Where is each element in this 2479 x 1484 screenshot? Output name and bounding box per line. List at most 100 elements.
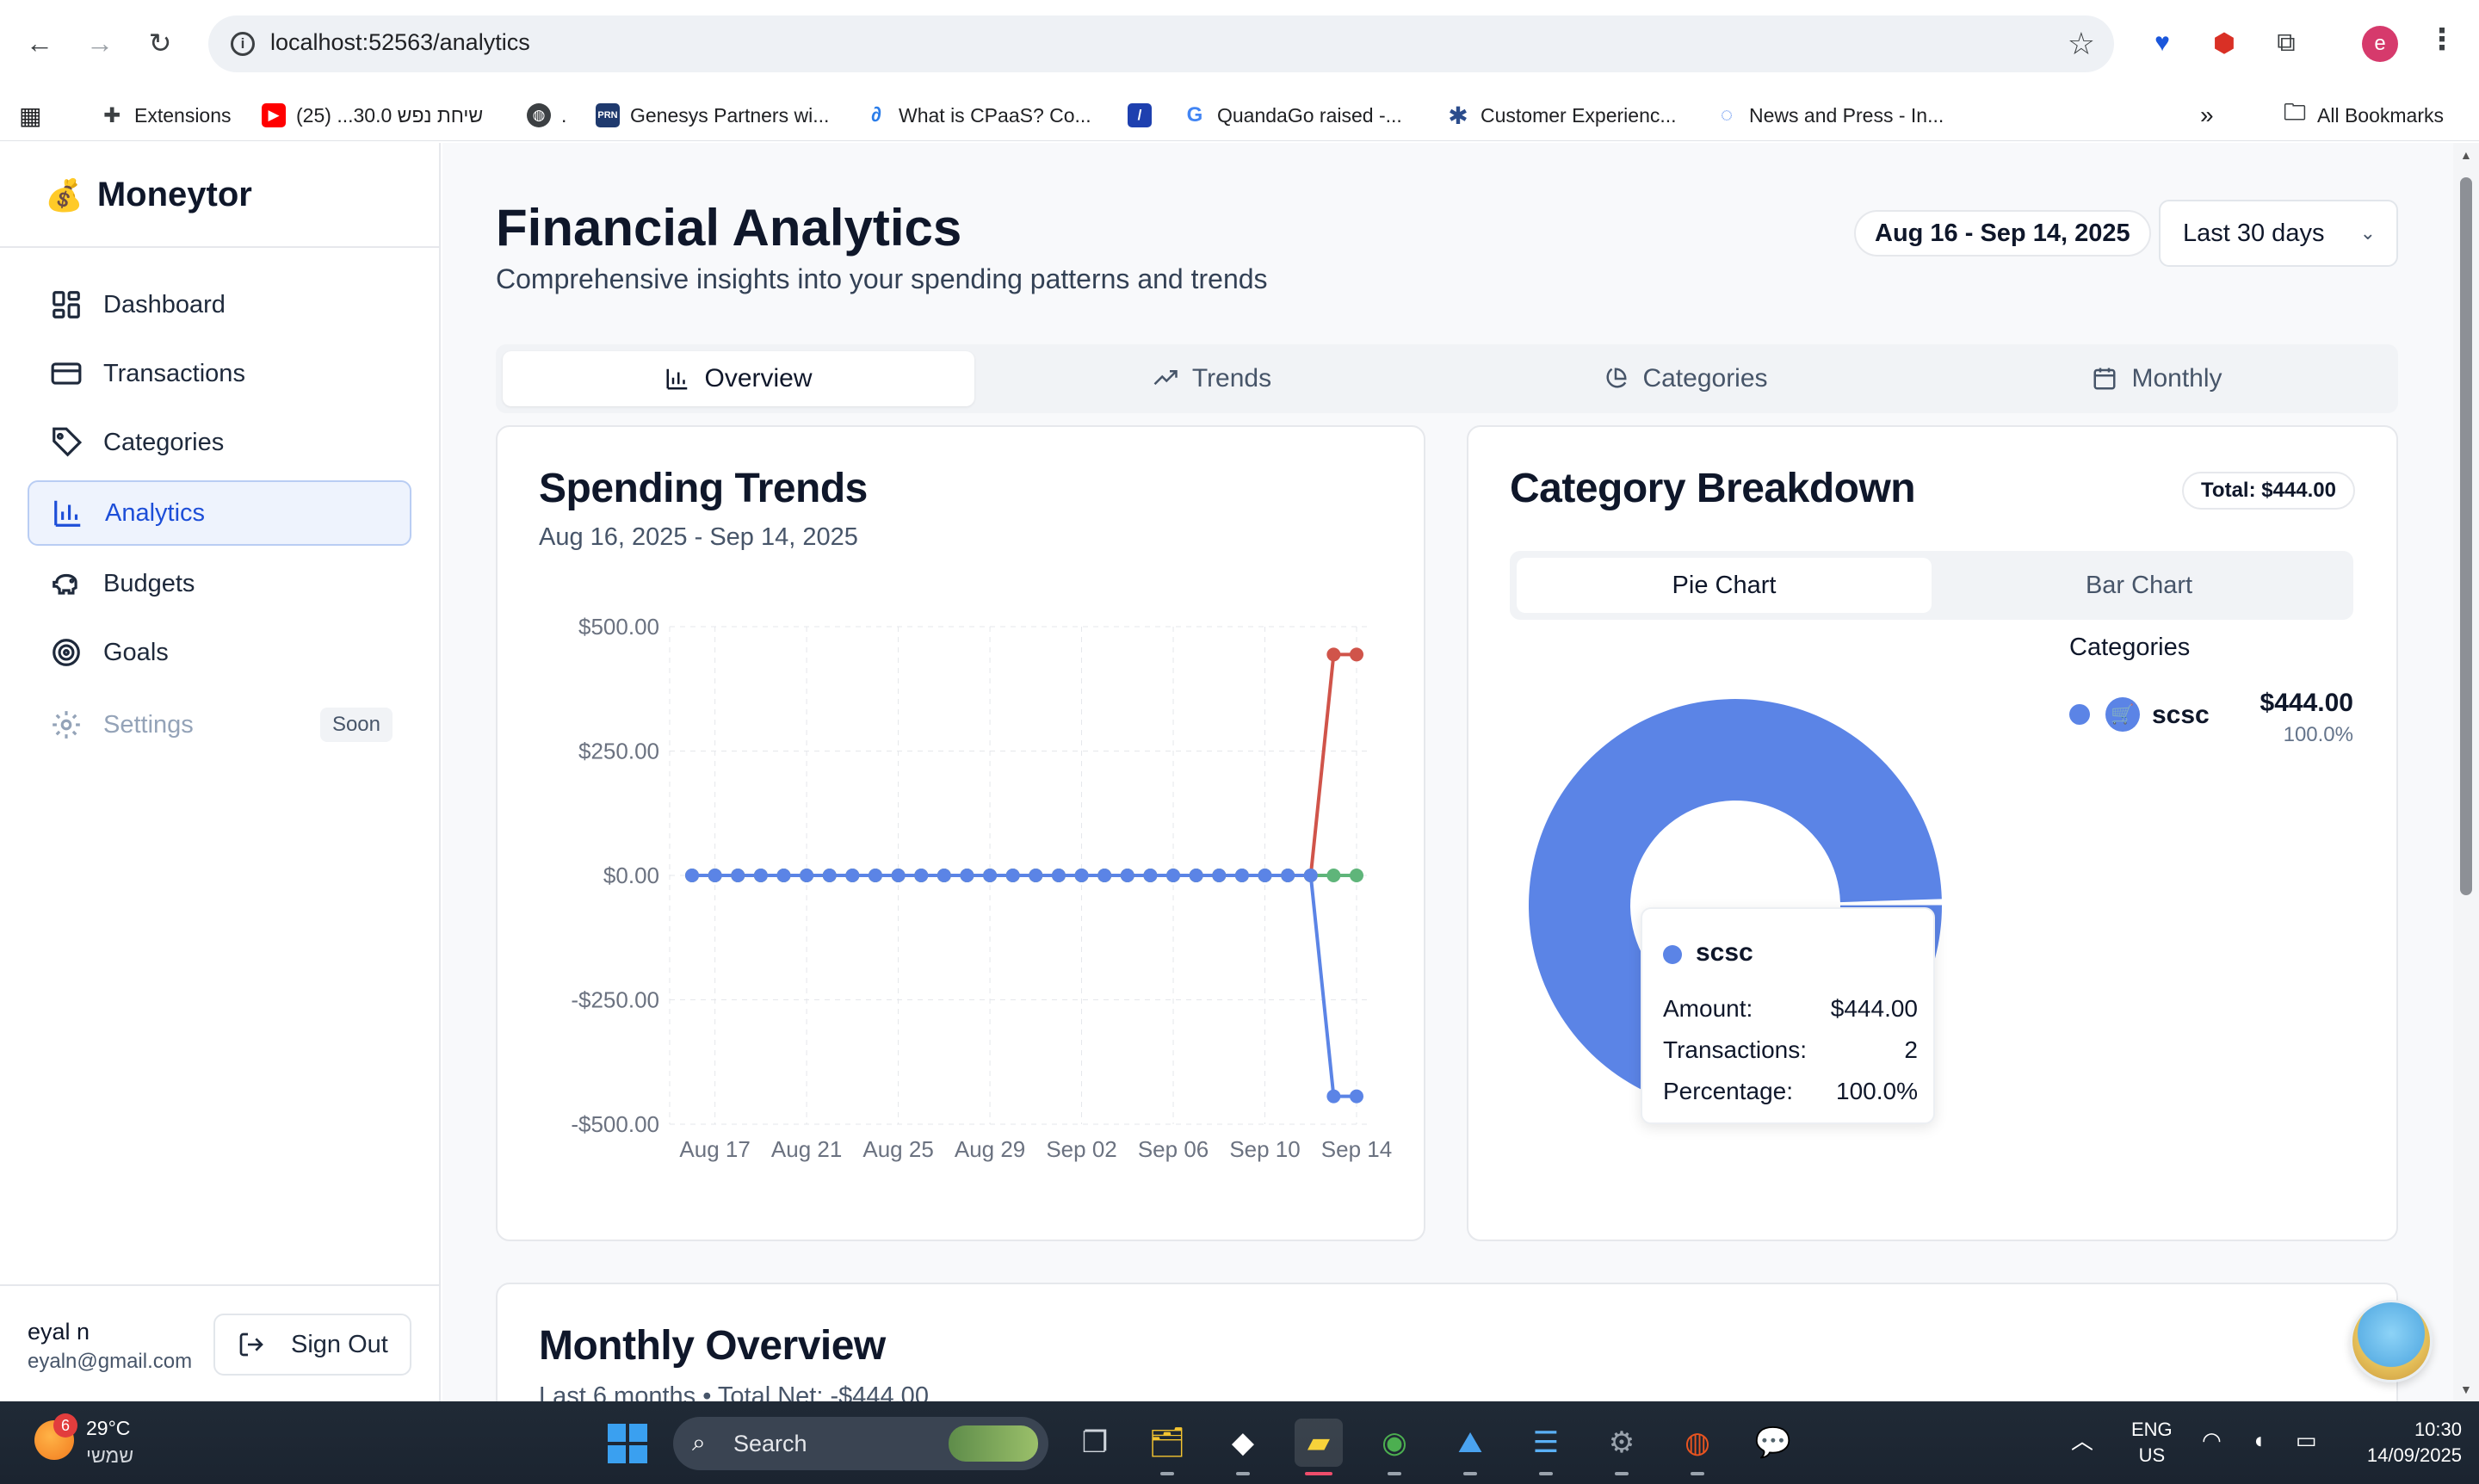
data-point <box>1166 869 1181 882</box>
taskbar-search[interactable]: ⌕ Search <box>673 1417 1048 1470</box>
sidebar-item-label: Goals <box>103 638 169 666</box>
bookmark-youtube[interactable]: ▶ שיחת נפש 30.0... (25) <box>262 102 483 129</box>
notepad-icon[interactable]: ☰ <box>1522 1419 1570 1475</box>
help-chat-icon[interactable]: 💬 <box>1754 1426 1792 1459</box>
y-tick-label: $500.00 <box>578 614 659 640</box>
bookmark-star-icon[interactable]: ☆ <box>2067 26 2095 61</box>
more-bookmarks-icon[interactable]: » <box>2200 102 2214 128</box>
google-icon: G <box>1186 103 1203 127</box>
file-explorer-icon[interactable]: 🗂 <box>1143 1419 1191 1475</box>
sidebar-item-analytics[interactable]: Analytics <box>28 480 411 546</box>
range-select[interactable]: Last 30 days ⌄ <box>2159 200 2398 267</box>
search-highlight-image <box>949 1425 1038 1462</box>
pie-chart-toggle[interactable]: Pie Chart <box>1517 558 1932 613</box>
prn-icon: PRN <box>596 103 620 127</box>
globe-icon: ◍ <box>527 103 551 127</box>
money-bag-icon: 💰 <box>45 176 83 213</box>
scroll-thumb[interactable] <box>2460 177 2472 895</box>
sidebar-item-dashboard[interactable]: Dashboard <box>28 272 411 337</box>
x-tick-label: Sep 06 <box>1138 1136 1209 1162</box>
data-point <box>868 869 882 882</box>
sidebar-item-categories[interactable]: Categories <box>28 410 411 475</box>
photos-icon[interactable]: ⛰ <box>1446 1419 1494 1475</box>
brand[interactable]: 💰 Moneytor <box>45 176 252 214</box>
bookmark-news[interactable]: ◌ News and Press - In... <box>1715 102 1944 129</box>
back-arrow-icon[interactable]: ← <box>26 27 53 59</box>
bookmark-cpaas[interactable]: ∂ What is CPaaS? Co... <box>864 102 1091 129</box>
sidebar-item-goals[interactable]: Goals <box>28 620 411 685</box>
bookmark-genesys[interactable]: PRN Genesys Partners wi... <box>596 102 829 129</box>
data-point <box>731 869 745 882</box>
sidebar-item-budgets[interactable]: Budgets <box>28 551 411 616</box>
site-info-icon[interactable]: i <box>231 32 255 56</box>
sidebar-item-transactions[interactable]: Transactions <box>28 341 411 406</box>
scroll-up-icon[interactable]: ▲ <box>2460 148 2472 162</box>
data-point <box>1074 869 1089 882</box>
browser-menu-icon[interactable]: ⋮ <box>2427 23 2457 56</box>
windows-start-icon[interactable] <box>608 1424 647 1463</box>
tab-trends[interactable]: Trends <box>976 351 1448 406</box>
extension-heart-icon[interactable]: ♥ <box>2154 28 2170 57</box>
tab-monthly[interactable]: Monthly <box>1921 351 2393 406</box>
chrome-icon[interactable]: ◉ <box>1370 1419 1419 1475</box>
settings-gear-icon[interactable]: ⚙ <box>1598 1419 1646 1475</box>
sign-out-label: Sign Out <box>291 1330 388 1358</box>
weather-desc[interactable]: שמשי <box>86 1444 134 1467</box>
clock[interactable]: 10:30 14/09/2025 <box>2366 1419 2462 1466</box>
y-tick-label: -$250.00 <box>571 987 659 1013</box>
bookmark-extensions[interactable]: ✚ Extensions <box>100 102 232 129</box>
bar-chart-toggle[interactable]: Bar Chart <box>2085 571 2193 599</box>
tooltip-row: Amount: $444.00 <box>1663 995 1918 1022</box>
page-scrollbar[interactable]: ▲ ▼ <box>2453 143 2479 1401</box>
url-text[interactable]: localhost:52563/analytics <box>270 29 530 55</box>
data-point <box>776 869 791 882</box>
data-point <box>1326 647 1341 662</box>
bar-chart-icon <box>54 500 81 527</box>
app-black-icon[interactable]: ◆ <box>1219 1419 1267 1475</box>
browser-toolbar: ← → ↻ i localhost:52563/analytics ☆ ♥ ⬢ … <box>0 0 2479 90</box>
tab-overview[interactable]: Overview <box>503 351 974 406</box>
extension-shield-icon[interactable]: ⬢ <box>2212 28 2236 58</box>
tab-categories[interactable]: Categories <box>1450 351 1921 406</box>
bookmark-globe[interactable]: ◍. <box>527 102 566 129</box>
analytics-tabs: Overview Trends Categories Monthly <box>496 344 2398 413</box>
data-point <box>800 869 814 882</box>
language-indicator[interactable]: ENG US <box>2131 1419 2173 1466</box>
weather-temp[interactable]: 29°C <box>86 1417 131 1439</box>
profile-avatar[interactable]: e <box>2362 26 2398 62</box>
reload-icon[interactable]: ↻ <box>148 28 172 59</box>
extensions-puzzle-icon[interactable]: ⧉ <box>2277 28 2296 57</box>
sign-out-button[interactable]: Sign Out <box>213 1314 411 1376</box>
data-point <box>822 869 837 882</box>
data-point <box>1212 869 1227 882</box>
ubuntu-icon[interactable]: ◍ <box>1673 1419 1722 1475</box>
tooltip-row: Transactions: 2 <box>1663 1036 1918 1063</box>
spending-line-chart[interactable]: $500.00 $250.00 $0.00 -$250.00 -$500.00 Aug 1… <box>498 427 1424 1236</box>
gear-icon <box>53 711 80 739</box>
bookmark-quandago[interactable]: G QuandaGo raised -... <box>1183 102 1402 129</box>
sticky-notes-icon[interactable]: ▰ <box>1295 1419 1343 1475</box>
tray-wifi-volume-battery-icons[interactable]: ◠ ◖ ▭ <box>2202 1427 2329 1453</box>
legend-item[interactable]: 🛒 scsc $444.00 100.0% <box>2069 685 2353 746</box>
legend-name: scsc <box>2152 701 2210 729</box>
bookmark-blue[interactable]: / <box>1128 102 1152 129</box>
task-view-icon[interactable]: ❐ <box>1081 1426 1109 1459</box>
legend-amount: $444.00 <box>2260 689 2353 717</box>
forward-arrow-icon[interactable]: → <box>86 27 114 59</box>
card-subtitle: Last 6 months • Total Net: -$444.00 <box>539 1382 929 1401</box>
bookmark-customer-experience[interactable]: ✱ Customer Experienc... <box>1446 102 1676 129</box>
all-bookmarks[interactable]: 🗀 All Bookmarks <box>2283 99 2444 127</box>
tab-label: Trends <box>1191 364 1272 393</box>
x-tick-label: Sep 14 <box>1321 1136 1392 1162</box>
legend-percent: 100.0% <box>2283 723 2353 746</box>
data-point <box>1029 869 1043 882</box>
apps-grid-icon[interactable]: ▦ <box>19 102 42 129</box>
assistant-floating-button[interactable] <box>2350 1300 2433 1382</box>
data-point <box>753 869 768 882</box>
weather-badge: 6 <box>53 1413 77 1438</box>
tray-chevron-up-icon[interactable]: ︿ <box>2071 1428 2094 1454</box>
scroll-down-icon[interactable]: ▼ <box>2460 1382 2472 1396</box>
soon-badge: Soon <box>319 708 393 742</box>
address-bar[interactable]: i localhost:52563/analytics ☆ <box>208 15 2114 72</box>
data-point <box>891 869 906 882</box>
